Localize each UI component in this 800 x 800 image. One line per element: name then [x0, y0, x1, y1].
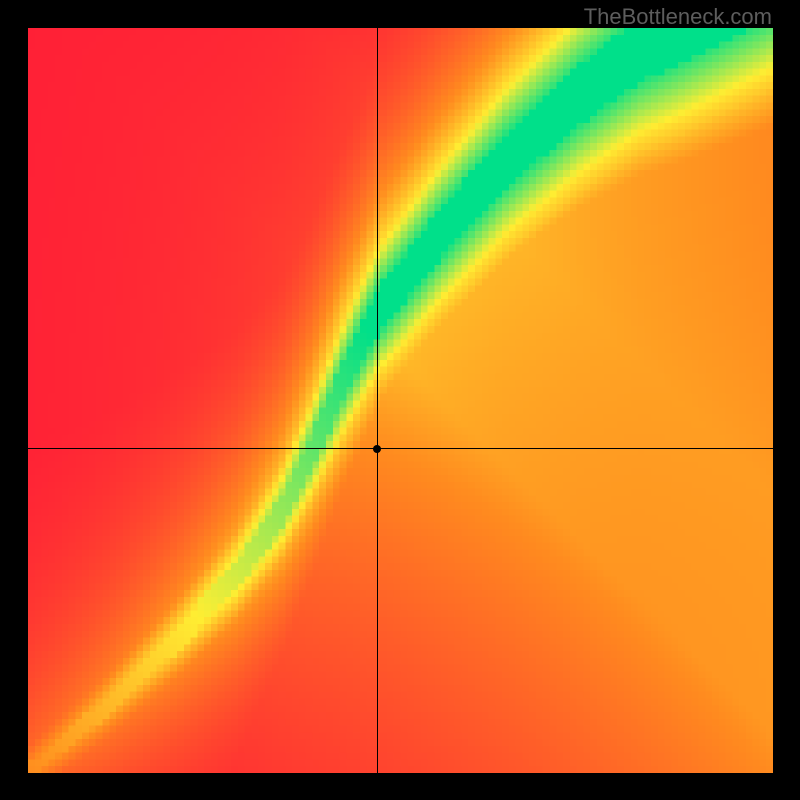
bottleneck-heatmap [28, 28, 773, 773]
crosshair-horizontal [28, 448, 773, 449]
watermark-text: TheBottleneck.com [584, 4, 772, 30]
crosshair-dot [373, 445, 381, 453]
crosshair-vertical [377, 28, 378, 773]
chart-container: TheBottleneck.com [0, 0, 800, 800]
